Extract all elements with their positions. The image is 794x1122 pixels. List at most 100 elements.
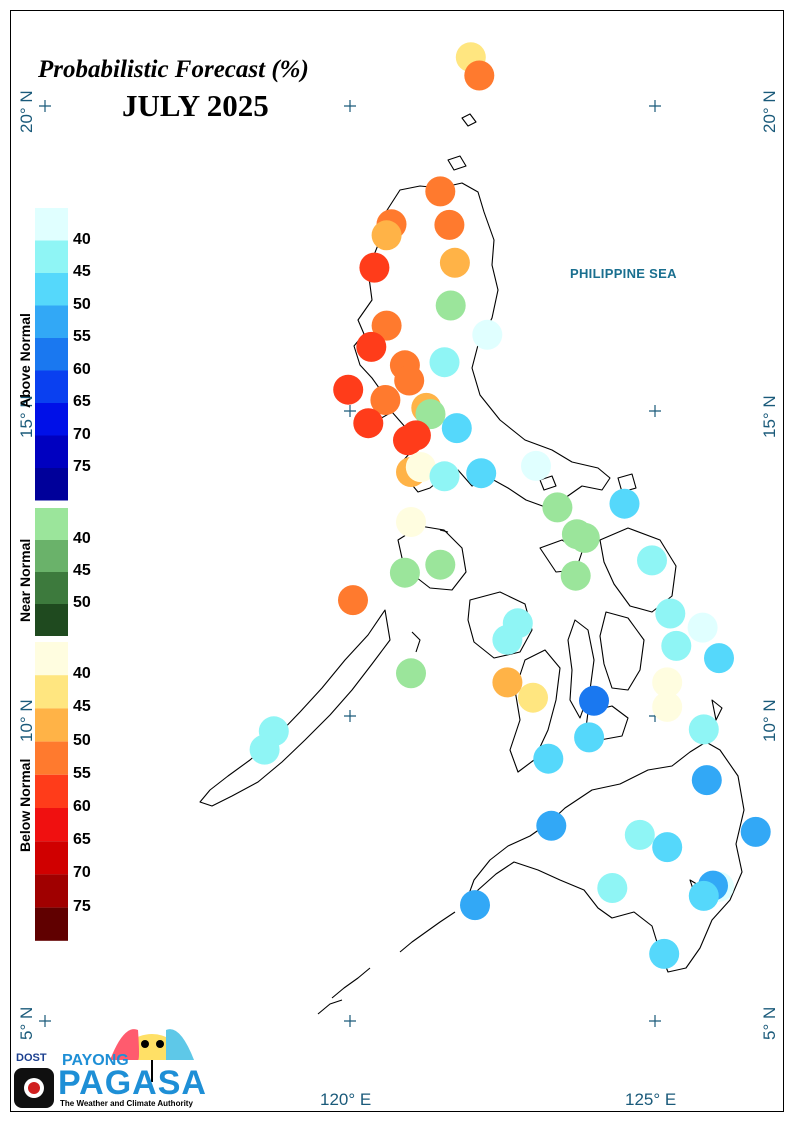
- station-above-marker: [536, 810, 567, 841]
- legend-above-swatch: [35, 468, 68, 501]
- station-below-marker: [394, 365, 425, 396]
- legend-below-swatch: [35, 874, 68, 908]
- grid-cross: [344, 100, 356, 112]
- station-above-marker: [649, 938, 680, 969]
- legend-below-swatch: [35, 841, 68, 875]
- legend-near-swatch: [35, 508, 68, 540]
- station-below-marker: [353, 408, 384, 439]
- station-above-marker: [574, 722, 605, 753]
- luzon-island: [353, 182, 611, 509]
- pagasa-seal-icon: [14, 1068, 54, 1108]
- grid-cross: [39, 1015, 51, 1027]
- logo-payong-text: PAYONG: [62, 1052, 129, 1069]
- station-above-marker: [688, 880, 719, 911]
- station-below-marker: [652, 667, 683, 698]
- station-below-marker: [370, 385, 401, 415]
- station-below-marker: [338, 585, 368, 616]
- station-above-marker: [740, 816, 771, 847]
- legend-below-swatch: [35, 708, 68, 742]
- legend-below-swatch: [35, 741, 68, 775]
- legend-tick-label: 50: [73, 295, 91, 313]
- logo-pagasa-text: PAGASA: [58, 1064, 207, 1102]
- legend-above-swatch: [35, 338, 68, 371]
- legend-tick-label: 55: [73, 328, 91, 345]
- station-above-marker: [624, 819, 655, 850]
- legend-tick-label: 70: [73, 864, 91, 882]
- legend-above-normal-label: Above Normal: [17, 313, 33, 408]
- station-below-marker: [439, 247, 470, 278]
- grid-cross: [344, 1015, 356, 1027]
- legend-above-swatch: [35, 305, 68, 338]
- pagasa-umbrella-logo: [110, 1029, 194, 1082]
- station-below-marker: [371, 220, 402, 251]
- grid-cross: [39, 100, 51, 112]
- legend-tick-label: 65: [73, 393, 91, 410]
- cebu-island: [567, 619, 595, 719]
- station-near-marker: [389, 557, 420, 588]
- station-above-marker: [609, 488, 640, 519]
- station-below-marker: [652, 691, 683, 722]
- grid-cross: [649, 405, 661, 417]
- station-near-marker: [435, 290, 466, 321]
- legend-tick-label: 50: [73, 731, 91, 749]
- legend-below-swatch: [35, 675, 68, 709]
- station-below-marker: [333, 374, 364, 405]
- station-above-marker: [688, 714, 719, 745]
- pagasa-logo: DOST PAYONG PAGASA The Weather and Clima…: [12, 1018, 212, 1113]
- legend-above-swatch: [35, 403, 68, 436]
- samar-island: [599, 527, 677, 613]
- station-below-marker: [400, 420, 431, 451]
- station-near-marker: [415, 399, 446, 430]
- legend-tick-label: 40: [73, 665, 91, 683]
- station-above-marker: [655, 598, 686, 629]
- legend-below-swatch: [35, 808, 68, 842]
- station-above-marker: [579, 685, 609, 716]
- leyte-island: [599, 611, 645, 691]
- station-below-marker: [434, 209, 465, 240]
- map-title: Probabilistic Forecast (%): [38, 56, 309, 83]
- station-near-marker: [560, 560, 591, 591]
- station-below-marker: [492, 667, 523, 698]
- station-below-marker: [425, 176, 456, 207]
- lat-label-20-left: 20° N: [17, 90, 36, 133]
- lat-label-15-right: 15° N: [760, 395, 779, 438]
- station-above-marker: [637, 545, 667, 576]
- station-above-marker: [533, 743, 564, 774]
- station-above-marker: [597, 873, 628, 903]
- legend-below-swatch: [35, 642, 68, 676]
- legend-tick-label: 65: [73, 831, 91, 849]
- grid-cross: [344, 710, 356, 722]
- station-below-marker: [356, 331, 387, 362]
- station-above-marker: [429, 461, 460, 492]
- legend-tick-label: 50: [73, 594, 91, 611]
- forecast-stations: [249, 42, 771, 969]
- legend-tick-label: 70: [73, 425, 91, 443]
- legend-above-swatch: [35, 435, 68, 468]
- station-below-marker: [464, 60, 495, 91]
- legend-tick-label: 60: [73, 798, 91, 815]
- station-below-marker: [359, 252, 390, 283]
- station-above-marker: [704, 643, 734, 674]
- lat-label-10-left: 10° N: [17, 699, 36, 742]
- grid-cross: [344, 405, 356, 417]
- station-below-marker: [396, 507, 426, 537]
- lat-label-20-right: 20° N: [760, 90, 779, 133]
- legend-above-swatch: [35, 208, 68, 241]
- legend-tick-label: 40: [73, 530, 91, 547]
- station-above-marker: [652, 832, 683, 863]
- legend-tick-label: 40: [73, 230, 91, 248]
- legend-above-swatch: [35, 273, 68, 306]
- logo-tagline: The Weather and Climate Authority: [60, 1099, 193, 1108]
- station-below-marker: [371, 310, 402, 341]
- legend-tick-label: 45: [73, 263, 91, 280]
- legend-below-normal-label: Below Normal: [17, 758, 33, 852]
- legend-near-swatch: [35, 540, 68, 572]
- station-near-marker: [396, 658, 426, 689]
- legend-near-normal-label: Near Normal: [17, 538, 33, 622]
- map-frame: [10, 10, 784, 1112]
- lat-label-10-right: 10° N: [760, 699, 779, 742]
- station-below-marker: [518, 682, 548, 713]
- legend-tick-label: 45: [73, 562, 91, 579]
- station-above-marker: [472, 319, 503, 350]
